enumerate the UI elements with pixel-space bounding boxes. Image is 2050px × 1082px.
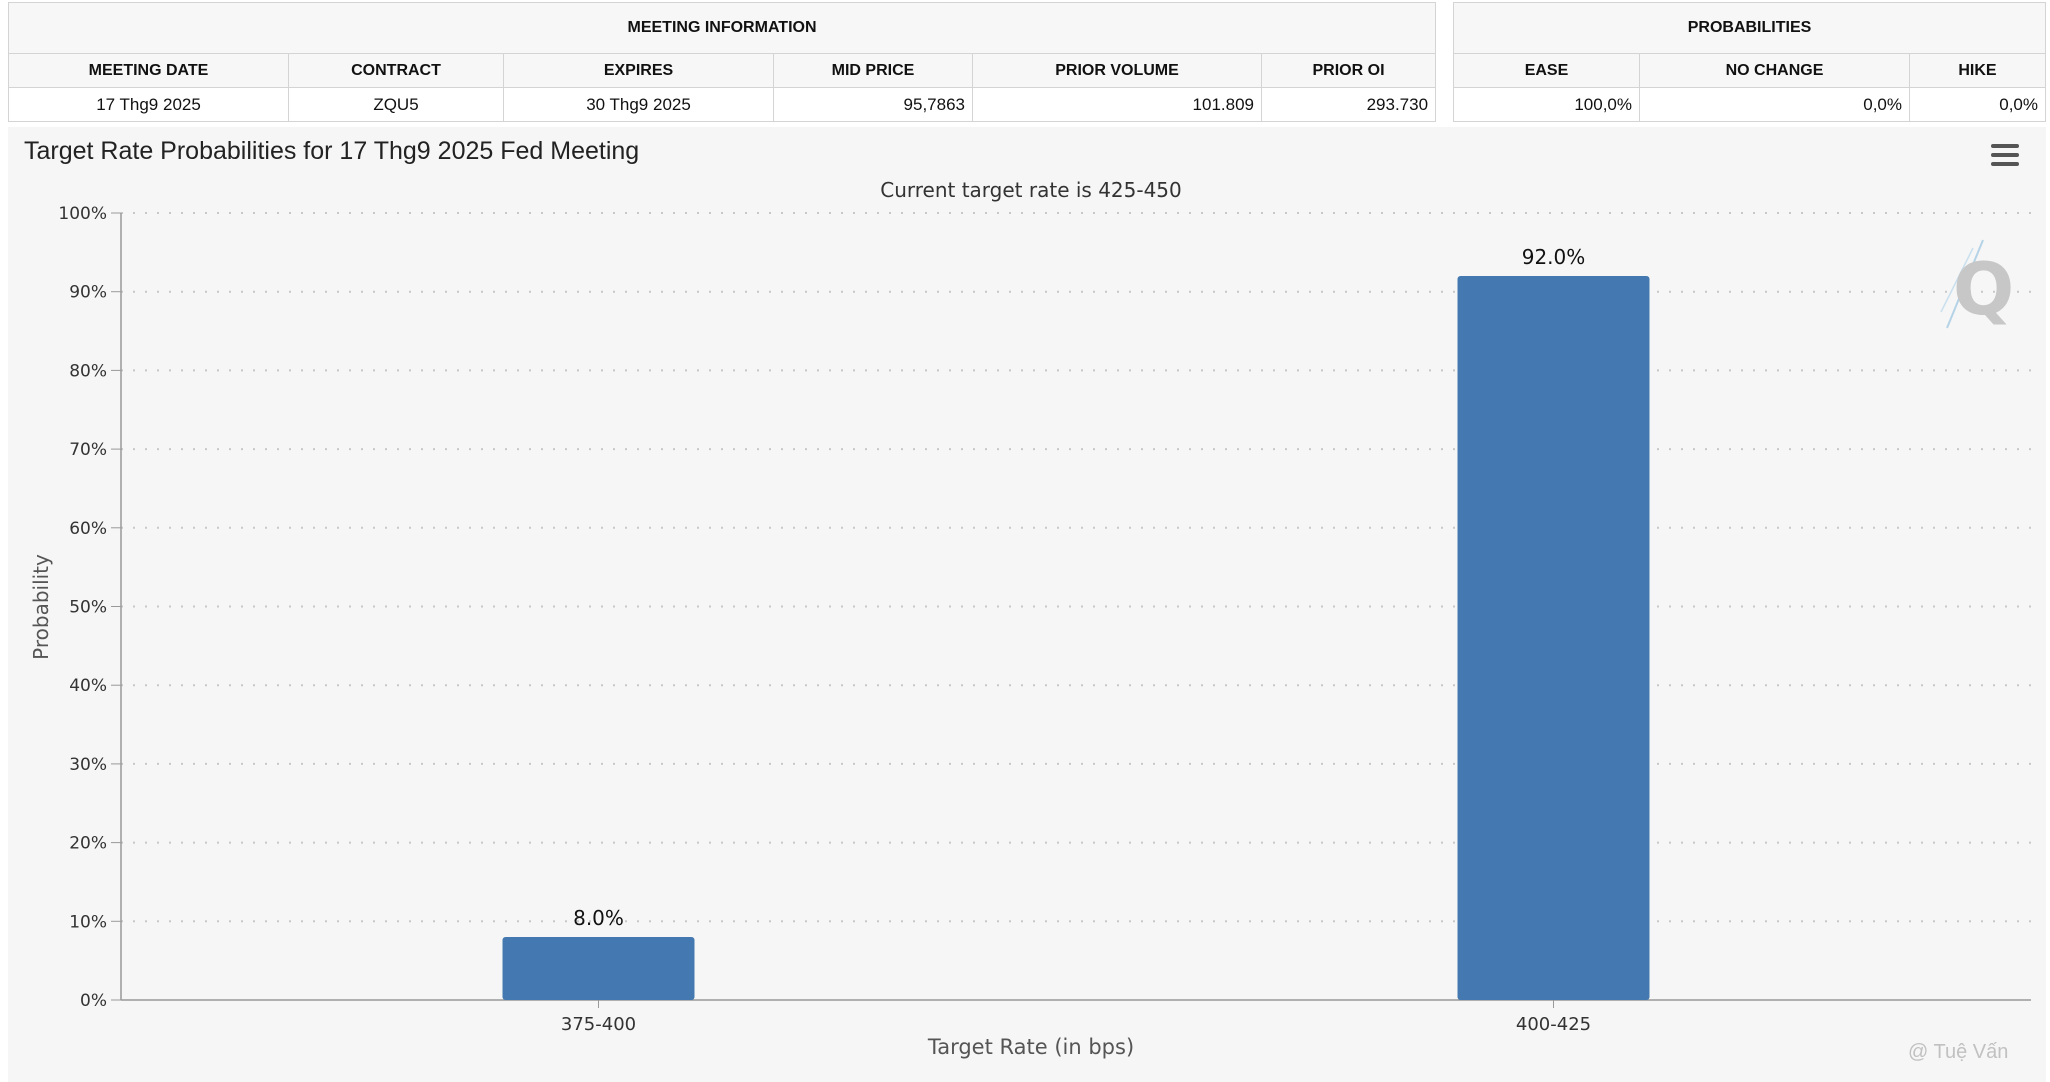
ease-cell: 100,0%: [1453, 87, 1640, 122]
expires-cell: 30 Thg9 2025: [503, 87, 774, 122]
x-tick-label: 375-400: [561, 1014, 636, 1035]
contract-cell: ZQU5: [288, 87, 504, 122]
column-header-meeting-date: MEETING DATE: [8, 53, 289, 88]
q-logo-icon: Q: [1940, 239, 2014, 331]
hike-cell: 0,0%: [1909, 87, 2046, 122]
y-tick-label: 100%: [58, 204, 107, 224]
column-header-prior-volume: PRIOR VOLUME: [972, 53, 1262, 88]
watermark: @ Tuệ Vấn: [1908, 1041, 2009, 1063]
y-tick-label: 50%: [69, 598, 107, 618]
y-tick-label: 40%: [69, 676, 107, 696]
column-header-prior-oi: PRIOR OI: [1260, 53, 1437, 88]
bars: [502, 275, 1650, 1000]
table-row: 100,0% 0,0% 0,0%: [1453, 87, 2046, 122]
column-header-mid-price: MID PRICE: [773, 53, 973, 88]
mid-price-cell: 95,7863: [773, 87, 973, 122]
y-tick-label: 30%: [69, 755, 107, 775]
meeting-info-heading: MEETING INFORMATION: [7, 2, 1437, 54]
y-tick-label: 90%: [69, 283, 107, 303]
meeting-date-cell: 17 Thg9 2025: [8, 87, 289, 122]
labels: 0% 10% 20% 30% 40% 50% 60% 70% 80% 90% 100% 8.0% 375…: [29, 178, 1591, 1059]
chart-title: Target Rate Probabilities for 17 Thg9 20…: [24, 137, 640, 165]
column-header-contract: CONTRACT: [288, 53, 504, 88]
data-label: 92.0%: [1522, 245, 1586, 269]
column-header-ease: EASE: [1453, 53, 1640, 88]
bar-400-425: [1457, 275, 1650, 1000]
no-change-cell: 0,0%: [1639, 87, 1910, 122]
column-header-expires: EXPIRES: [503, 53, 774, 88]
y-tick-label: 0%: [80, 991, 107, 1011]
prior-oi-cell: 293.730: [1260, 87, 1437, 122]
probabilities-heading: PROBABILITIES: [1453, 2, 2046, 54]
bar-375-400: [502, 937, 695, 1000]
y-tick-label: 60%: [69, 519, 107, 539]
y-tick-label: 70%: [69, 440, 107, 460]
x-axis-title: Target Rate (in bps): [927, 1035, 1134, 1059]
y-tick-label: 80%: [69, 361, 107, 381]
table-row: 17 Thg9 2025 ZQU5 30 Thg9 2025 95,7863 1…: [8, 87, 1437, 122]
chart-panel: 0% 10% 20% 30% 40% 50% 60% 70% 80% 90% 100% 8.0% 375…: [8, 127, 2046, 1082]
chart-subtitle: Current target rate is 425-450: [880, 178, 1182, 202]
data-label: 8.0%: [573, 906, 624, 930]
y-tick-label: 10%: [69, 912, 107, 932]
x-tick-label: 400-425: [1516, 1014, 1591, 1035]
meeting-info-table: MEETING INFORMATION MEETING DATE CONTRAC…: [7, 2, 1437, 122]
svg-text:Q: Q: [1953, 247, 2014, 331]
probabilities-table: PROBABILITIES EASE NO CHANGE HIKE 100,0%…: [1453, 2, 2046, 122]
menu-icon[interactable]: [1991, 144, 2019, 168]
probability-bar-chart: 0% 10% 20% 30% 40% 50% 60% 70% 80% 90% 100% 8.0% 375…: [29, 178, 2031, 1059]
column-header-no-change: NO CHANGE: [1639, 53, 1910, 88]
column-header-hike: HIKE: [1909, 53, 2046, 88]
y-axis-title: Probability: [29, 554, 53, 660]
prior-volume-cell: 101.809: [972, 87, 1262, 122]
gridlines: [121, 212, 2031, 923]
axes: [111, 212, 2031, 1008]
y-tick-label: 20%: [69, 834, 107, 854]
